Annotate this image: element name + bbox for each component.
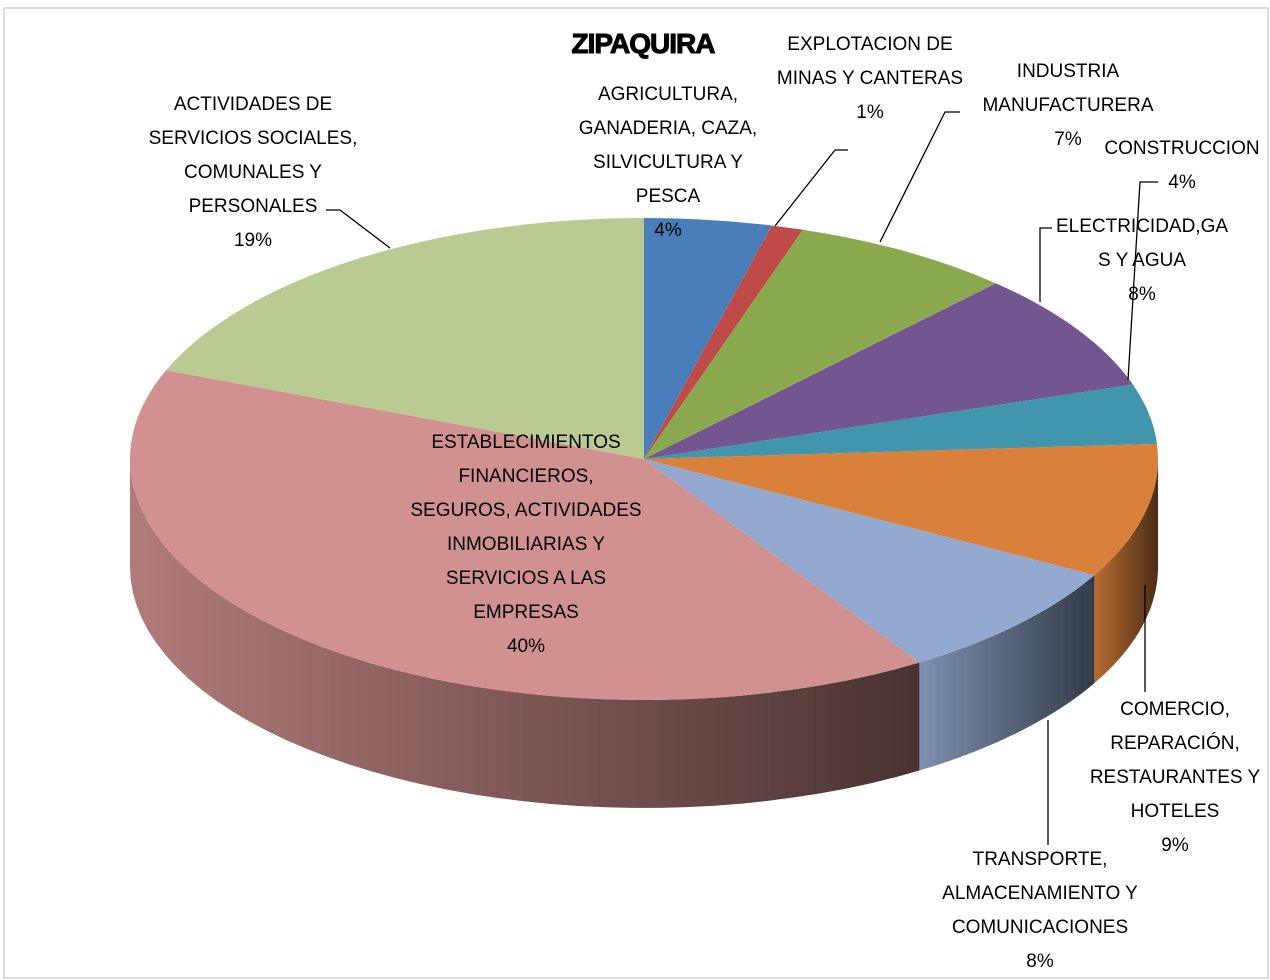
slice-label: ACTIVIDADES DE SERVICIOS SOCIALES, COMUN… (128, 88, 378, 258)
leader-line (1127, 181, 1158, 381)
value-label: 4% (1168, 172, 1196, 193)
leader-line (879, 111, 960, 243)
value-label: 7% (1054, 129, 1082, 150)
slice-side (1094, 459, 1158, 684)
value-label: 8% (1128, 284, 1156, 305)
slice (644, 443, 1158, 576)
slice (130, 370, 920, 700)
category-name: COMERCIO, REPARACIÓN, RESTAURANTES Y HOT… (1089, 699, 1261, 822)
slice-label: EXPLOTACION DE MINAS Y CANTERAS 1% (765, 28, 975, 130)
slice (166, 218, 644, 459)
slice-side (130, 459, 920, 808)
value-label: 9% (1161, 835, 1189, 856)
category-name: CONSTRUCCION (1104, 138, 1260, 159)
slice-label: ELECTRICIDAD,GAS Y AGUA 8% (1055, 210, 1230, 312)
slice-label: CONSTRUCCION 4% (1092, 132, 1270, 200)
leader-line (774, 149, 848, 227)
slice-label: AGRICULTURA, GANADERIA, CAZA, SILVICULTU… (568, 78, 768, 248)
slice (644, 218, 772, 459)
slice (644, 225, 803, 459)
category-name: ESTABLECIMIENTOS FINANCIEROS, SEGUROS, A… (410, 432, 642, 623)
value-label: 1% (856, 102, 884, 123)
slice (644, 384, 1157, 459)
value-label: 19% (233, 230, 273, 251)
value-label: 40% (506, 636, 546, 657)
leader-line (326, 209, 391, 249)
slices (130, 218, 1158, 808)
slice-label: COMERCIO, REPARACIÓN, RESTAURANTES Y HOT… (1078, 693, 1270, 863)
category-name: EXPLOTACION DE MINAS Y CANTERAS (776, 34, 964, 89)
slice-label: ESTABLECIMIENTOS FINANCIEROS, SEGUROS, A… (406, 426, 646, 664)
value-label: 4% (654, 220, 682, 241)
slice (644, 229, 996, 459)
category-name: TRANSPORTE, ALMACENAMIENTO Y COMUNICACIO… (942, 849, 1138, 938)
category-name: ELECTRICIDAD,GAS Y AGUA (1055, 216, 1229, 271)
slice-sides (130, 459, 1158, 808)
chart-title: ZIPAQUIRA (571, 28, 716, 60)
category-name: ACTIVIDADES DE SERVICIOS SOCIALES, COMUN… (148, 94, 358, 217)
value-label: 8% (1026, 951, 1054, 972)
slice-label: INDUSTRIA MANUFACTURERA 7% (958, 55, 1178, 157)
category-name: INDUSTRIA MANUFACTURERA (982, 61, 1154, 116)
leader-lines (326, 111, 1158, 845)
leader-line (1039, 227, 1052, 302)
slice (644, 459, 1095, 663)
slice-side (919, 575, 1095, 771)
slice (644, 283, 1133, 459)
slice-label: TRANSPORTE, ALMACENAMIENTO Y COMUNICACIO… (920, 843, 1160, 979)
category-name: AGRICULTURA, GANADERIA, CAZA, SILVICULTU… (578, 84, 758, 207)
